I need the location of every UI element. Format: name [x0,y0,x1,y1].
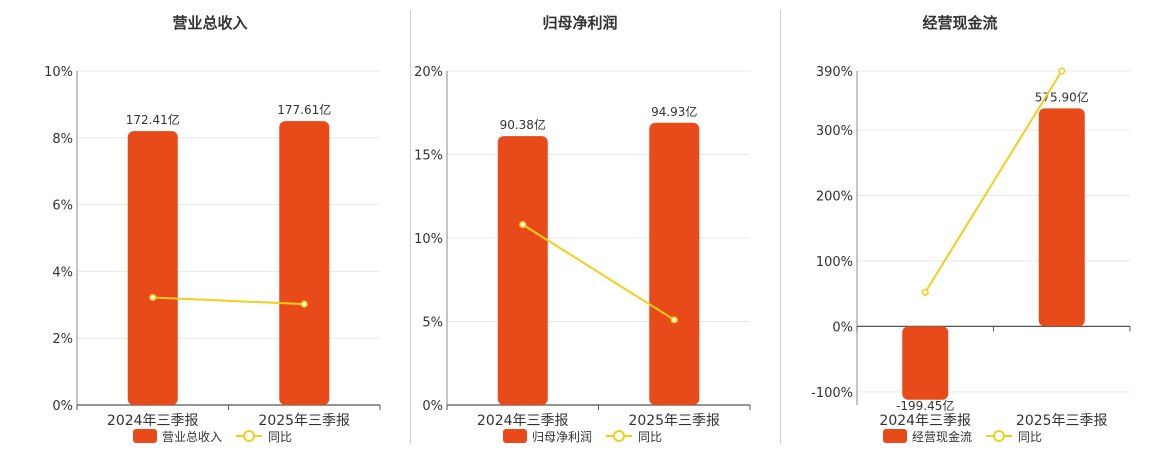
chart-2-title: 归母净利润 [542,14,617,32]
chart-1-title: 营业总收入 [172,14,247,32]
chart-3-yoy-point [921,288,929,296]
chart-3-yoy-line [924,70,1063,293]
chart-3-ytick-label: 200% [816,189,853,204]
chart-1-yoy-point [300,300,308,308]
chart-1-bar [279,121,330,405]
chart-2-ytick-label: 20% [414,65,443,80]
chart-3-category-label: 2025年三季报 [1016,413,1108,429]
chart-2-ytick-label: 15% [414,149,443,164]
chart-2-ytick-label: 0% [422,399,443,414]
chart-2-legend-line-label: 同比 [638,430,662,444]
chart-3-bar [1038,108,1085,327]
chart-1-yoy-line [152,296,305,306]
chart-2-legend-line-marker [613,430,625,442]
chart-2-ytick-label: 5% [422,316,443,331]
chart-2-ytick-label: 10% [414,232,443,247]
chart-3-ytick-label: -100% [811,386,853,401]
panel-divider-2 [780,10,781,444]
chart-1-ytick-label: 2% [52,332,73,347]
chart-3-legend-bar-swatch [883,429,907,443]
chart-3-bar-value-label: -199.45亿 [896,398,954,413]
chart-3-legend-bar-label: 经营现金流 [912,429,972,444]
chart-2-category-label: 2024年三季报 [477,413,569,429]
chart-1-ytick-label: 0% [52,399,73,414]
chart-2-bar [497,136,548,405]
chart-2-category-label: 2025年三季报 [628,413,720,429]
chart-3-ytick-label: 300% [816,124,853,139]
chart-3-legend-line-marker [993,430,1005,442]
chart-2-yoy-point [519,221,527,229]
chart-2-yoy-point [670,316,678,324]
chart-1-bar-value-label: 172.41亿 [126,112,180,127]
chart-1-category-label: 2025年三季报 [258,413,350,429]
chart-2-bar [649,122,700,406]
chart-1-yoy-point [149,293,157,302]
chart-3-yoy-point [1058,67,1066,75]
chart-2-legend-bar-label: 归母净利润 [532,430,592,444]
chart-1-ytick-label: 6% [52,199,73,214]
chart-1-category-label: 2024年三季报 [107,413,199,429]
chart-3-ytick-label: 100% [816,255,853,270]
chart-3-category-label: 2024年三季报 [879,413,971,429]
panel-divider-1 [410,10,411,444]
chart-3-ytick-label: 390% [816,65,853,80]
chart-1-ytick-label: 8% [52,132,73,147]
chart-3-legend-line-label: 同比 [1018,430,1042,444]
chart-1-legend-bar-label: 营业总收入 [162,430,222,444]
chart-1-legend-bar-swatch [133,429,157,443]
chart-1-legend-line-label: 同比 [268,430,292,444]
chart-1-ytick-label: 10% [44,65,73,80]
chart-3-ytick-label: 0% [832,320,853,335]
chart-2-bar-value-label: 90.38亿 [500,117,546,132]
chart-1-ytick-label: 4% [52,265,73,280]
chart-1-legend-line-marker [243,430,255,442]
chart-3-bar [902,326,949,400]
chart-1-bar [127,131,178,405]
chart-2-yoy-line [522,223,675,321]
chart-3-title: 经营现金流 [922,14,997,32]
chart-1-bar-value-label: 177.61亿 [277,102,331,117]
chart-2-legend-bar-swatch [503,429,527,443]
chart-2-bar-value-label: 94.93亿 [651,104,697,119]
